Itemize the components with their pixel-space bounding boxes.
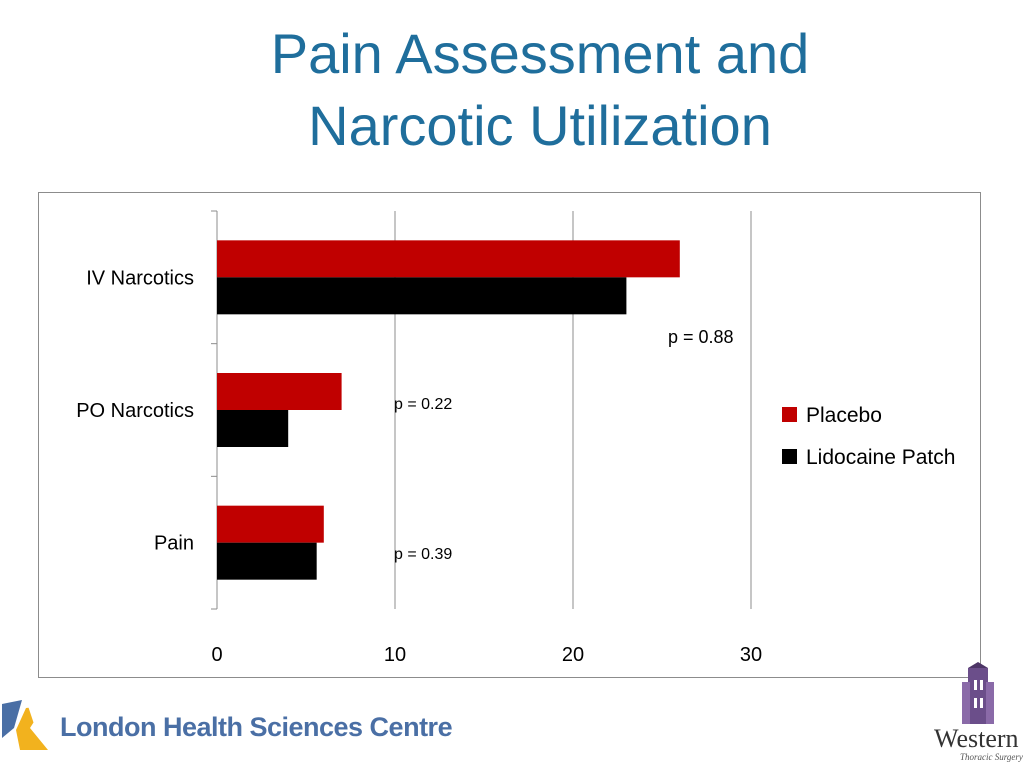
legend-swatch [782,449,797,464]
bar-placebo [217,505,324,543]
bar-placebo [217,240,680,278]
title-line-1: Pain Assessment and [270,22,810,85]
western-tower-icon [962,662,994,724]
x-tick-label: 0 [211,644,222,666]
category-label: PO Narcotics [76,400,194,422]
lhsc-logo-mark-icon [2,700,48,750]
bar-placebo [217,373,342,410]
bar-lidocaine-patch [217,277,627,315]
western-logo: Western Thoracic Surgery [930,662,1024,768]
lhsc-logo-text: London Health Sciences Centre [60,712,453,742]
bar-lidocaine-patch [217,410,289,447]
p-value-annotation: p = 0.88 [668,327,734,347]
p-value-annotation: p = 0.39 [394,546,452,563]
category-label: IV Narcotics [86,267,194,289]
x-tick-label: 20 [562,644,584,666]
slide-title: Pain Assessment and Narcotic Utilization [160,18,920,162]
bar-lidocaine-patch [217,542,317,580]
x-tick-label: 10 [384,644,406,666]
western-logo-subtitle: Thoracic Surgery [960,752,1023,762]
category-label: Pain [154,533,194,555]
x-tick-label: 30 [740,644,762,666]
legend-label: Lidocaine Patch [806,446,955,469]
chart-frame [38,192,981,678]
lhsc-logo: London Health Sciences Centre [0,690,453,760]
p-value-annotation: p = 0.22 [394,396,452,413]
legend-swatch [782,407,797,422]
western-logo-name: Western [934,724,1019,753]
title-line-2: Narcotic Utilization [308,94,772,157]
legend-label: Placebo [806,404,882,427]
